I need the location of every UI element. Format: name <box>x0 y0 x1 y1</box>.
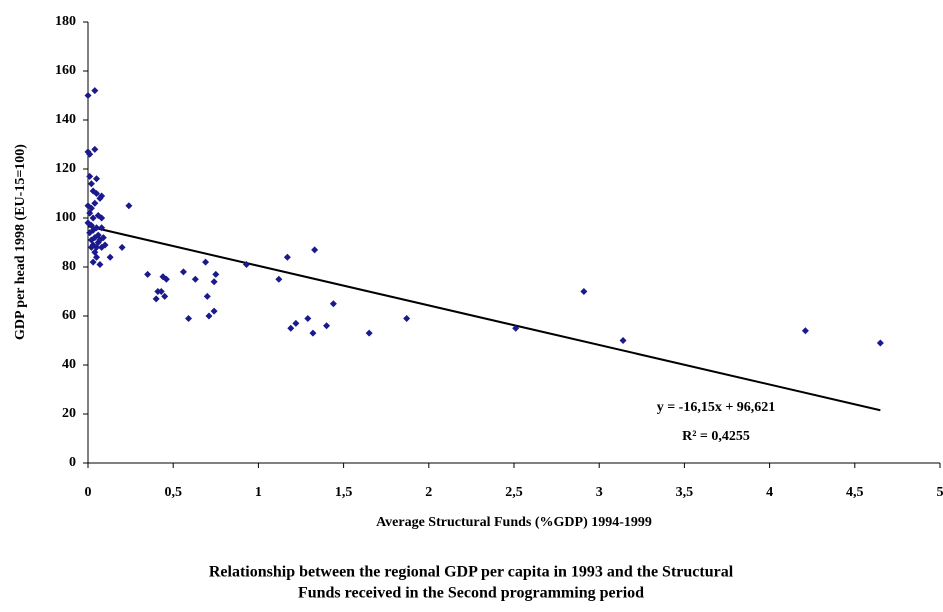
y-tick-label: 0 <box>69 455 76 470</box>
data-point <box>619 337 627 344</box>
data-point <box>191 275 199 283</box>
y-tick-label: 160 <box>55 63 76 78</box>
data-point <box>118 243 126 251</box>
data-point <box>205 312 213 320</box>
data-point <box>210 307 218 315</box>
data-point <box>93 190 101 197</box>
data-point <box>210 278 218 286</box>
data-point <box>512 324 520 332</box>
data-point <box>801 327 809 335</box>
x-tick-label: 1 <box>255 485 262 500</box>
data-point <box>152 295 160 303</box>
data-point <box>99 234 107 242</box>
data-point <box>212 270 220 278</box>
data-point <box>203 292 211 300</box>
data-point <box>304 314 312 322</box>
x-tick-label: 5 <box>937 485 943 500</box>
data-point <box>91 199 99 207</box>
r-squared: R² = 0,4255 <box>682 429 750 444</box>
caption: Relationship between the regional GDP pe… <box>209 564 734 581</box>
data-point <box>309 329 317 337</box>
data-point <box>292 319 300 327</box>
x-tick-label: 4 <box>766 485 773 500</box>
y-tick-label: 60 <box>62 308 76 323</box>
data-point <box>94 239 102 246</box>
data-point <box>93 175 101 183</box>
data-point <box>86 150 94 158</box>
data-point <box>86 209 94 217</box>
data-point <box>242 261 250 269</box>
data-point <box>287 324 295 332</box>
data-point <box>89 258 97 266</box>
data-point <box>87 180 95 188</box>
caption: Funds received in the Second programming… <box>298 585 644 602</box>
trendline <box>87 225 881 412</box>
data-point <box>162 275 170 283</box>
data-point <box>91 87 99 95</box>
x-tick-label: 3 <box>596 485 603 500</box>
data-point <box>403 314 411 322</box>
data-point <box>94 212 102 220</box>
x-tick-label: 2 <box>425 485 432 500</box>
data-point <box>101 241 109 249</box>
data-point <box>185 314 193 322</box>
data-point <box>86 229 94 237</box>
y-tick-label: 40 <box>62 357 76 372</box>
data-point <box>202 258 210 266</box>
data-point <box>365 329 373 337</box>
x-tick-label: 0 <box>85 485 92 500</box>
y-axis-label: GDP per head 1998 (EU-15=100) <box>13 144 28 340</box>
data-point <box>275 275 283 283</box>
trend-equation: y = -16,15x + 96,621 <box>657 400 776 415</box>
data-point <box>283 253 291 261</box>
data-point <box>93 253 101 261</box>
y-tick-label: 180 <box>55 14 76 29</box>
data-point <box>876 339 884 347</box>
y-tick-label: 80 <box>62 259 76 274</box>
data-point <box>157 288 165 295</box>
data-point <box>323 322 331 330</box>
data-point <box>91 145 99 153</box>
x-tick-label: 4,5 <box>846 485 864 500</box>
data-point <box>86 172 94 180</box>
data-point <box>311 246 319 254</box>
y-tick-label: 120 <box>55 161 76 176</box>
data-point <box>329 300 337 308</box>
x-axis-label: Average Structural Funds (%GDP) 1994-199… <box>376 515 652 530</box>
y-tick-label: 20 <box>62 406 76 421</box>
data-point <box>161 292 169 300</box>
x-tick-label: 0,5 <box>164 485 182 500</box>
x-tick-label: 3,5 <box>676 485 694 500</box>
data-point <box>84 92 92 99</box>
x-tick-label: 2,5 <box>505 485 523 500</box>
x-tick-label: 1,5 <box>335 485 353 500</box>
data-point <box>89 214 97 222</box>
data-point <box>106 253 114 261</box>
data-point <box>580 288 588 295</box>
data-point <box>96 261 104 269</box>
data-point <box>125 202 133 210</box>
y-tick-label: 140 <box>55 112 76 127</box>
data-point <box>96 194 104 202</box>
y-tick-label: 100 <box>55 210 76 225</box>
data-point <box>98 224 106 232</box>
data-point <box>87 243 95 251</box>
data-point <box>179 268 187 276</box>
data-point <box>144 270 152 278</box>
